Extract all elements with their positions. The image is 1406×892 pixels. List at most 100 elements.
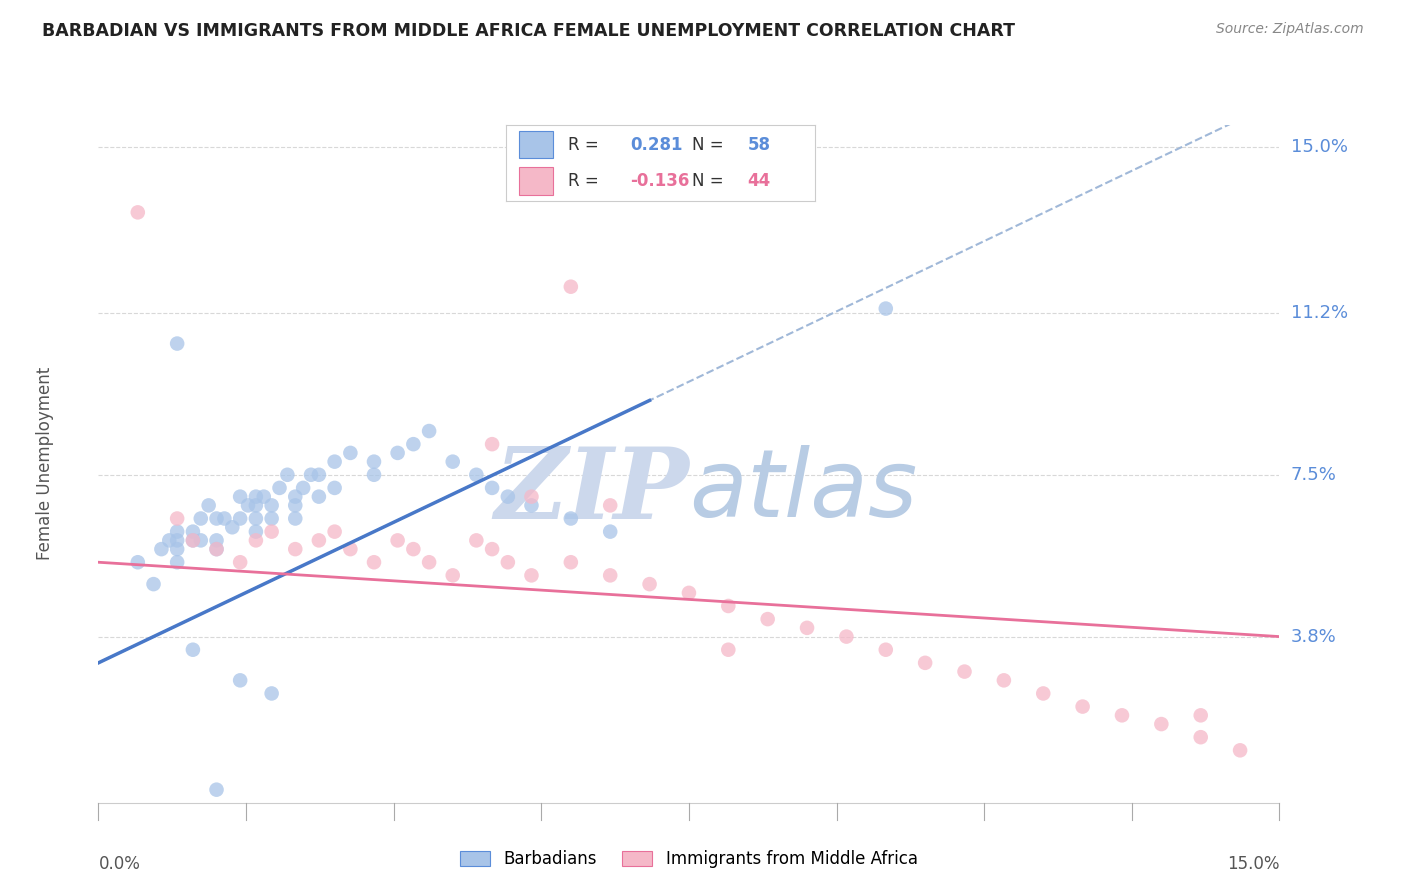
Point bbox=[520, 568, 543, 582]
Point bbox=[1189, 730, 1212, 744]
Point bbox=[560, 555, 582, 569]
Point bbox=[245, 499, 267, 513]
Point bbox=[339, 446, 361, 460]
Text: 0.0%: 0.0% bbox=[98, 855, 141, 873]
Point bbox=[560, 279, 582, 293]
Point bbox=[229, 511, 252, 525]
Point bbox=[363, 455, 385, 469]
Point bbox=[1150, 717, 1173, 731]
Point bbox=[678, 586, 700, 600]
Point bbox=[308, 467, 330, 482]
Point bbox=[308, 533, 330, 548]
Point bbox=[229, 555, 252, 569]
Point bbox=[181, 533, 204, 548]
Point bbox=[205, 533, 228, 548]
Point bbox=[465, 467, 488, 482]
Point bbox=[127, 205, 149, 219]
Point bbox=[953, 665, 976, 679]
Point bbox=[465, 533, 488, 548]
Text: N =: N = bbox=[692, 136, 728, 153]
Text: 3.8%: 3.8% bbox=[1291, 628, 1336, 646]
Point bbox=[260, 511, 283, 525]
Point bbox=[157, 533, 180, 548]
Point bbox=[363, 467, 385, 482]
Point bbox=[284, 511, 307, 525]
Point bbox=[245, 533, 267, 548]
Point bbox=[835, 630, 858, 644]
Text: Female Unemployment: Female Unemployment bbox=[37, 368, 55, 560]
Point bbox=[166, 511, 188, 525]
FancyBboxPatch shape bbox=[519, 168, 553, 194]
Point bbox=[214, 511, 236, 525]
Point bbox=[520, 490, 543, 504]
Point bbox=[236, 499, 259, 513]
Point bbox=[363, 555, 385, 569]
Point bbox=[481, 481, 503, 495]
Point bbox=[756, 612, 779, 626]
Legend: Barbadians, Immigrants from Middle Africa: Barbadians, Immigrants from Middle Afric… bbox=[454, 844, 924, 875]
Point bbox=[245, 511, 267, 525]
Point bbox=[796, 621, 818, 635]
Point bbox=[1071, 699, 1094, 714]
Point bbox=[166, 533, 188, 548]
Point bbox=[308, 490, 330, 504]
Point bbox=[245, 524, 267, 539]
Point bbox=[875, 301, 897, 316]
Point bbox=[299, 467, 322, 482]
Point bbox=[481, 542, 503, 557]
Point bbox=[205, 782, 228, 797]
Point bbox=[717, 599, 740, 613]
Point bbox=[181, 642, 204, 657]
FancyBboxPatch shape bbox=[519, 131, 553, 158]
Point bbox=[402, 437, 425, 451]
Text: ZIP: ZIP bbox=[494, 442, 689, 539]
Point bbox=[599, 524, 621, 539]
Text: -0.136: -0.136 bbox=[630, 172, 689, 190]
Point bbox=[441, 455, 464, 469]
Text: BARBADIAN VS IMMIGRANTS FROM MIDDLE AFRICA FEMALE UNEMPLOYMENT CORRELATION CHART: BARBADIAN VS IMMIGRANTS FROM MIDDLE AFRI… bbox=[42, 22, 1015, 40]
Point bbox=[205, 542, 228, 557]
Point bbox=[441, 568, 464, 582]
Point bbox=[717, 642, 740, 657]
Point bbox=[323, 524, 346, 539]
Point bbox=[245, 490, 267, 504]
Point bbox=[1229, 743, 1251, 757]
Point bbox=[1189, 708, 1212, 723]
Point bbox=[402, 542, 425, 557]
Text: 44: 44 bbox=[748, 172, 770, 190]
Text: 11.2%: 11.2% bbox=[1291, 304, 1348, 322]
Point bbox=[875, 642, 897, 657]
Point bbox=[560, 511, 582, 525]
Point bbox=[276, 467, 298, 482]
Point bbox=[269, 481, 291, 495]
Point bbox=[260, 499, 283, 513]
Point bbox=[520, 499, 543, 513]
Point bbox=[181, 524, 204, 539]
Point bbox=[150, 542, 173, 557]
Point bbox=[993, 673, 1015, 688]
Text: 0.281: 0.281 bbox=[630, 136, 682, 153]
Point bbox=[1111, 708, 1133, 723]
Text: R =: R = bbox=[568, 136, 605, 153]
Point bbox=[166, 524, 188, 539]
Point bbox=[253, 490, 276, 504]
Point bbox=[260, 524, 283, 539]
Point bbox=[205, 511, 228, 525]
Point bbox=[284, 542, 307, 557]
Point bbox=[418, 555, 440, 569]
Text: Source: ZipAtlas.com: Source: ZipAtlas.com bbox=[1216, 22, 1364, 37]
Point bbox=[190, 533, 212, 548]
Point bbox=[190, 511, 212, 525]
Point bbox=[339, 542, 361, 557]
Point bbox=[418, 424, 440, 438]
Point bbox=[914, 656, 936, 670]
Point bbox=[166, 555, 188, 569]
Point bbox=[496, 555, 519, 569]
Point bbox=[260, 686, 283, 700]
Point bbox=[599, 499, 621, 513]
Text: R =: R = bbox=[568, 172, 605, 190]
Text: 58: 58 bbox=[748, 136, 770, 153]
Point bbox=[323, 455, 346, 469]
Text: N =: N = bbox=[692, 172, 728, 190]
Text: 7.5%: 7.5% bbox=[1291, 466, 1337, 483]
